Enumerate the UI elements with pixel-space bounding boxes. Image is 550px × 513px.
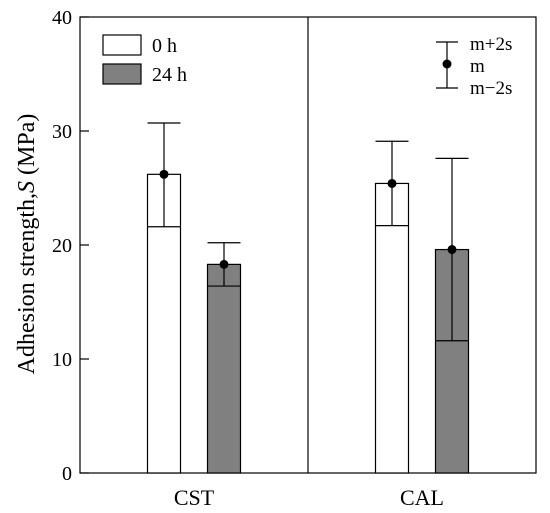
legend-swatch-0h xyxy=(102,34,142,56)
y-axis-title-unit: (MPa) xyxy=(14,114,40,181)
key-mean-label: m xyxy=(470,56,485,77)
legend: 0 h 24 h xyxy=(102,34,187,86)
y-tick-label: 20 xyxy=(52,235,72,257)
mean-point xyxy=(219,259,229,269)
y-axis-title-symbol: S xyxy=(14,181,40,193)
y-tick-label: 0 xyxy=(62,463,72,485)
y-tick-label: 40 xyxy=(52,7,72,29)
y-tick-label: 10 xyxy=(52,349,72,371)
mean-point xyxy=(159,169,169,179)
mean-point xyxy=(447,245,457,255)
bar xyxy=(374,182,410,474)
bar xyxy=(206,263,242,474)
legend-swatch-24h xyxy=(102,63,142,85)
plot-area: 0 10 20 30 40 CST CAL xyxy=(52,7,537,510)
key-mean-dot xyxy=(442,59,452,69)
y-tick-label: 30 xyxy=(52,121,72,143)
legend-label-24h: 24 h xyxy=(152,64,187,86)
error-bar-key: m+2s m m−2s xyxy=(436,34,512,99)
x-category-label: CST xyxy=(174,485,215,510)
y-axis-title-text: Adhesion strength, xyxy=(14,193,40,374)
mean-point xyxy=(387,178,397,188)
key-lower-label: m−2s xyxy=(470,78,512,99)
y-axis-title: Adhesion strength,S (MPa) xyxy=(14,114,40,375)
key-upper-label: m+2s xyxy=(470,34,512,55)
legend-label-0h: 0 h xyxy=(152,35,177,57)
x-category-label: CAL xyxy=(400,485,444,510)
